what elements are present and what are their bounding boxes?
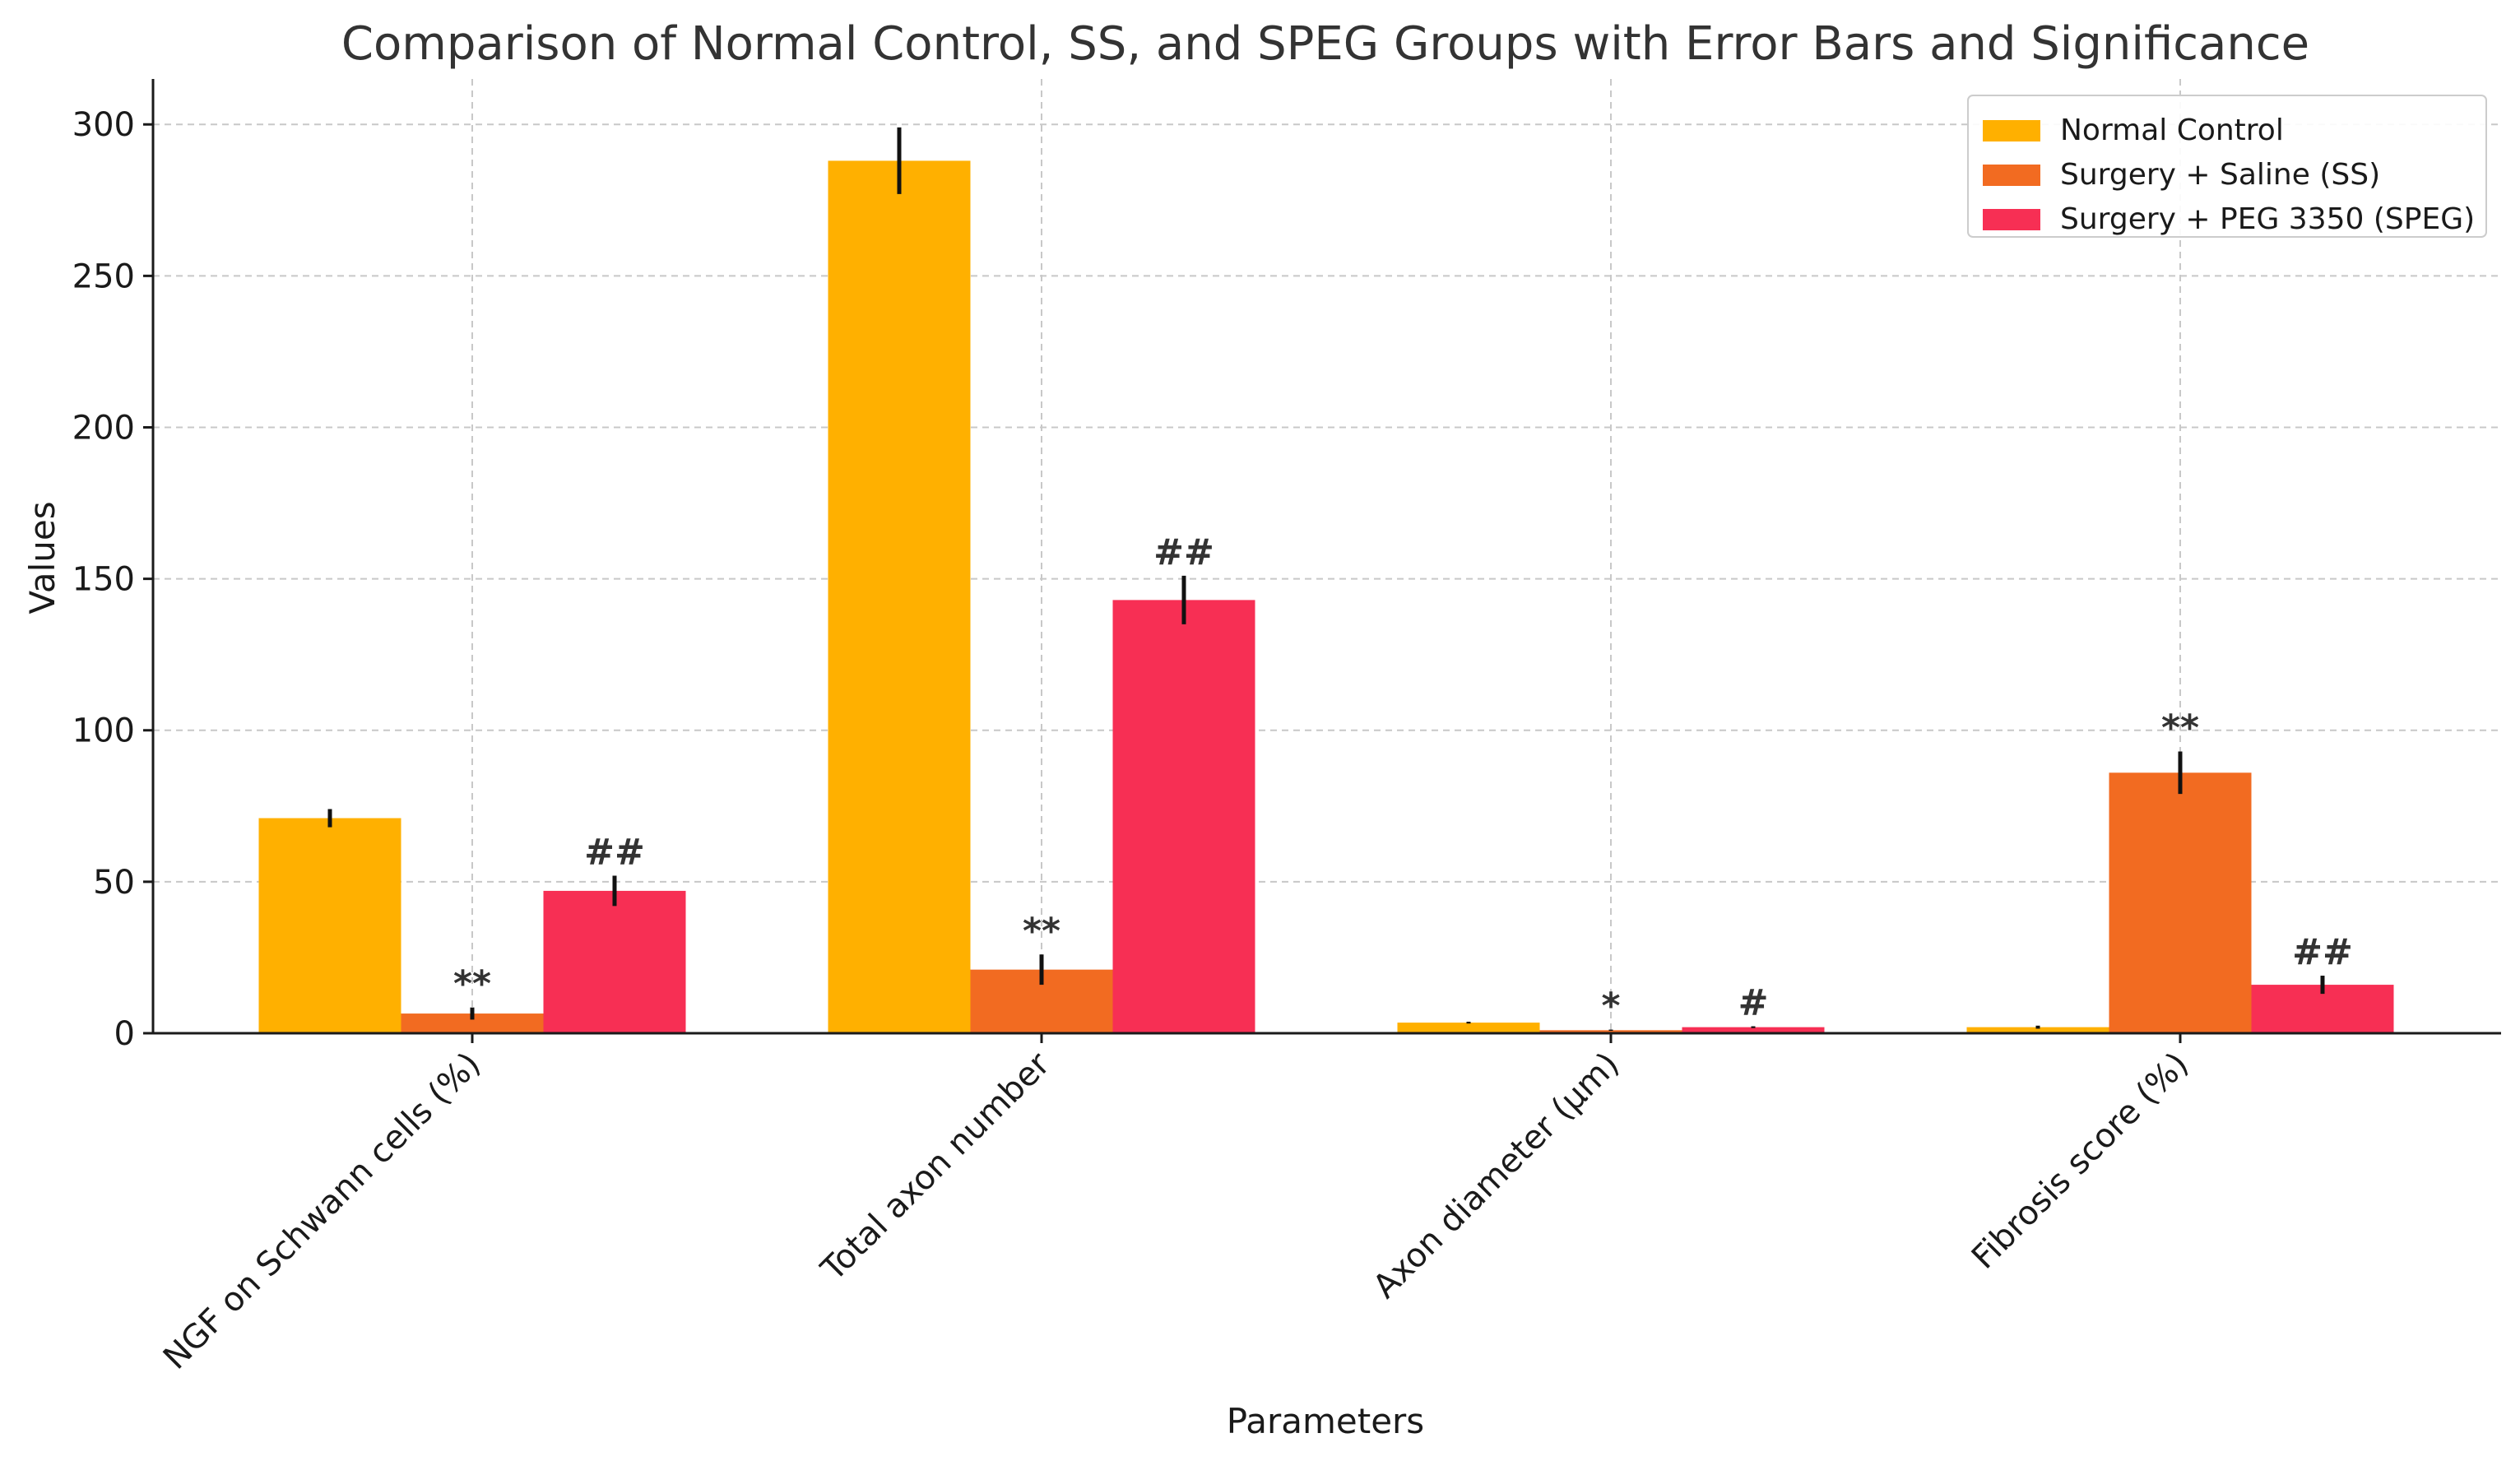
significance-label: ** [2161,707,2199,749]
y-tick-label: 50 [93,864,135,902]
significance-label: ** [1023,910,1060,952]
significance-label: ## [584,832,645,874]
legend-swatch [1983,209,2040,230]
bar [1112,600,1255,1033]
x-tick-label: NGF on Schwann cells (%) [156,1046,488,1377]
legend-label: Normal Control [2060,114,2284,147]
bar [2109,772,2252,1033]
significance-label: * [1601,986,1620,1027]
bar [828,160,971,1033]
y-tick-label: 300 [72,106,135,144]
legend-swatch [1983,120,2040,141]
y-tick-label: 150 [72,561,135,599]
y-tick-label: 200 [72,409,135,447]
bar [1539,1030,1682,1033]
legend-swatch [1983,165,2040,186]
significance-label: # [1738,982,1769,1024]
legend-box [1967,95,2487,238]
legend: Normal Control Surgery + Saline (SS) Surge… [1967,95,2487,238]
bar [543,890,686,1033]
x-axis-title: Parameters [1227,1401,1424,1441]
y-axis-title: Values [22,501,63,614]
significance-label: ## [1153,531,1214,573]
x-tick-label: Fibrosis score (%) [1965,1046,2196,1277]
bar [1397,1023,1540,1033]
y-tick-label: 100 [72,712,135,750]
bar [401,1013,544,1033]
bar [1682,1027,1825,1033]
y-tick-label: 250 [72,257,135,295]
x-tick-label: Total axon number [814,1045,1057,1288]
legend-label: Surgery + PEG 3350 (SPEG) [2060,202,2475,236]
axes-layer [143,79,2501,1043]
x-tick-label: Axon diameter (µm) [1366,1046,1627,1306]
significance-label: ## [2292,931,2353,973]
bar [1966,1027,2109,1033]
bar [258,818,401,1033]
chart-title: Comparison of Normal Control, SS, and SP… [341,17,2309,71]
legend-label: Surgery + Saline (SS) [2060,158,2380,192]
significance-label: ** [453,963,491,1005]
y-tick-label: 0 [114,1015,135,1053]
bars-layer [258,127,2394,1033]
